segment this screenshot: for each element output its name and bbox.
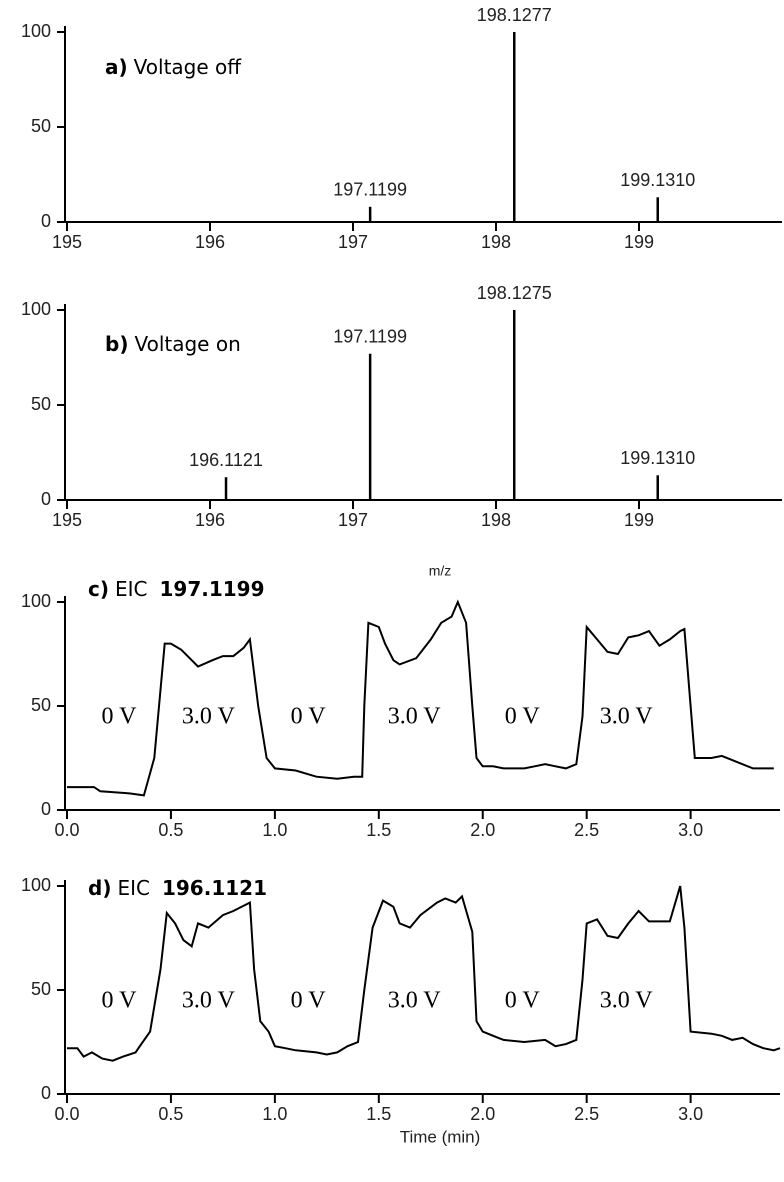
title: Voltage off (134, 55, 243, 79)
annotation: 0 V (102, 988, 138, 1014)
peak-label: 199.1310 (620, 448, 695, 468)
x-tick-label: 0.5 (158, 1104, 183, 1124)
y-tick-label: 100 (21, 21, 51, 41)
x-tick-label: 196 (195, 232, 225, 252)
x-tick-label: 2.0 (470, 820, 495, 840)
panel-label: a) (105, 55, 128, 79)
x-tick-label: 198 (481, 510, 511, 530)
y-tick-label: 100 (21, 591, 51, 611)
annotation: 0 V (102, 704, 138, 730)
annotation: 0 V (291, 988, 327, 1014)
x-tick-label: 2.0 (470, 1104, 495, 1124)
peak-label: 196.1121 (189, 450, 263, 470)
x-axis-label: Time (min) (400, 1127, 481, 1146)
annotation: 3.0 V (388, 988, 442, 1014)
panel-title: b) Voltage on (105, 332, 241, 356)
y-tick-label: 100 (21, 875, 51, 895)
panel-title: d) EIC 196.1121 (88, 876, 267, 900)
panel-title: a) Voltage off (105, 55, 242, 79)
x-tick-label: 199 (624, 510, 654, 530)
title: EIC (115, 577, 148, 601)
y-tick-label: 50 (31, 979, 51, 999)
annotation: 3.0 V (600, 988, 654, 1014)
x-tick-label: 1.0 (262, 820, 287, 840)
panel-label: d) (88, 876, 111, 900)
x-tick-label: 2.5 (574, 1104, 599, 1124)
trace (67, 885, 781, 1062)
annotation: 0 V (505, 704, 541, 730)
peak-label: 198.1275 (477, 283, 552, 303)
peak-label: 199.1310 (620, 170, 695, 190)
y-tick-label: 50 (31, 695, 51, 715)
annotation: 3.0 V (600, 704, 654, 730)
x-tick-label: 0.5 (158, 820, 183, 840)
x-tick-label: 197 (338, 510, 368, 530)
x-tick-label: 3.0 (678, 1104, 703, 1124)
x-tick-label: 2.5 (574, 820, 599, 840)
title: Voltage on (134, 332, 240, 356)
y-tick-label: 50 (31, 394, 51, 414)
x-tick-label: 1.0 (262, 1104, 287, 1124)
x-tick-label: 1.5 (366, 1104, 391, 1124)
x-tick-label: 0.0 (54, 1104, 79, 1124)
trace (67, 599, 774, 797)
peak-label: 198.1277 (477, 5, 552, 25)
title-mz: 197.1199 (160, 577, 265, 601)
annotation: 3.0 V (182, 704, 236, 730)
x-tick-label: 198 (481, 232, 511, 252)
x-tick-label: 195 (52, 232, 82, 252)
x-tick-label: 0.0 (54, 820, 79, 840)
title: EIC (117, 876, 150, 900)
peak-label: 197.1199 (333, 326, 407, 346)
y-tick-label: 100 (21, 299, 51, 319)
y-tick-label: 0 (41, 799, 51, 819)
annotation: 3.0 V (182, 988, 236, 1014)
x-tick-label: 195 (52, 510, 82, 530)
x-tick-label: 196 (195, 510, 225, 530)
annotation: 0 V (291, 704, 327, 730)
x-tick-label: 1.5 (366, 820, 391, 840)
x-tick-label: 199 (624, 232, 654, 252)
annotation: 3.0 V (388, 704, 442, 730)
annotation: 0 V (505, 988, 541, 1014)
y-tick-label: 0 (41, 1083, 51, 1103)
panel-label: c) (88, 577, 109, 601)
peak-label: 197.1199 (333, 180, 407, 200)
panel-title: c) EIC 197.1199 (88, 577, 265, 601)
y-tick-label: 0 (41, 489, 51, 509)
panel-label: b) (105, 332, 128, 356)
y-tick-label: 0 (41, 211, 51, 231)
x-tick-label: 3.0 (678, 820, 703, 840)
y-tick-label: 50 (31, 116, 51, 136)
x-tick-label: 197 (338, 232, 368, 252)
x-axis-label: m/z (429, 563, 452, 579)
title-mz: 196.1121 (162, 876, 267, 900)
